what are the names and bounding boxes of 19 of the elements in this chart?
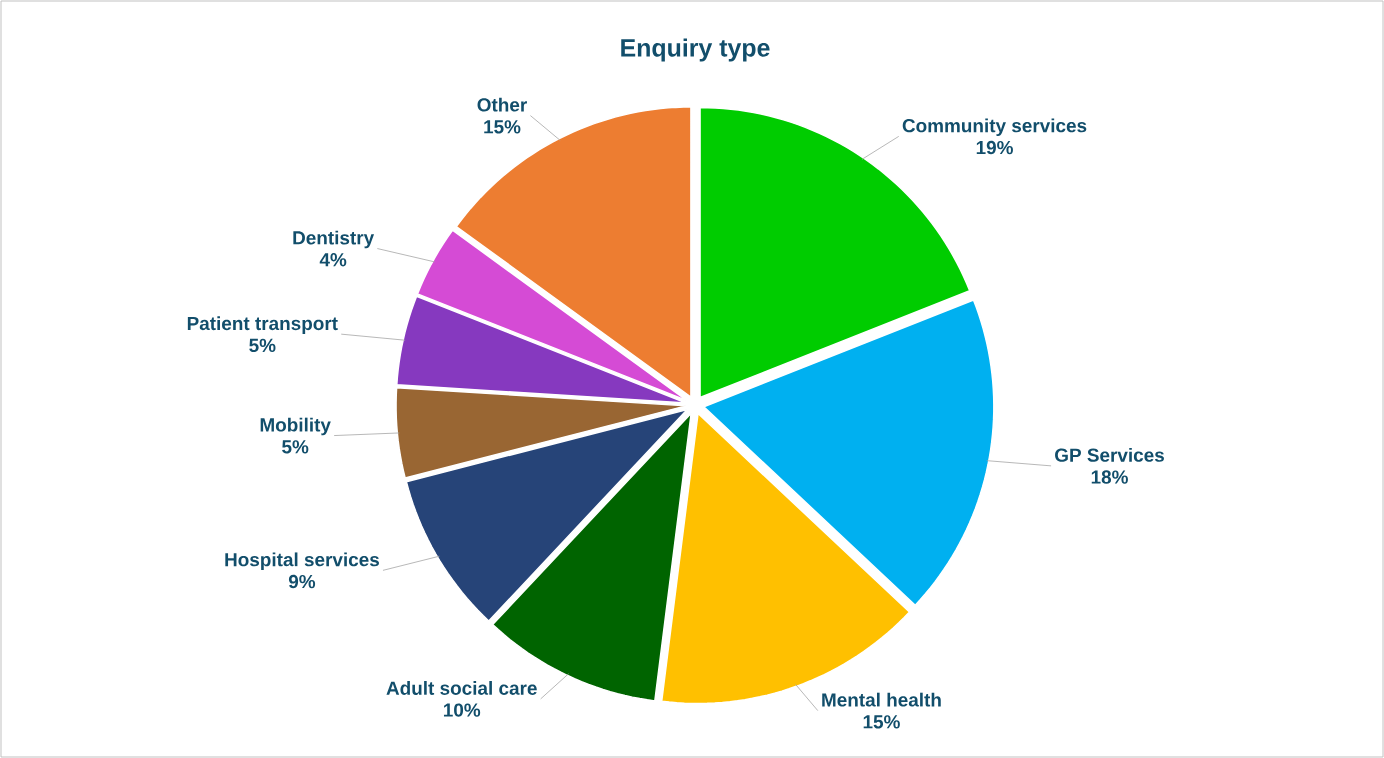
slice-label: Dentistry: [293, 230, 375, 249]
data-label: 5%: [282, 440, 309, 454]
data-label: 15%: [863, 715, 900, 729]
slice-label: Hospital services: [225, 552, 379, 571]
data-label: 4%: [319, 253, 347, 267]
slice-label: Other: [477, 97, 527, 112]
data-label: 19%: [976, 140, 1013, 155]
slice-label: GP Services: [1055, 447, 1164, 462]
slice-label: Community services: [902, 118, 1087, 137]
data-label: 9%: [288, 574, 316, 589]
slice-label: Mobility: [260, 417, 331, 436]
chart-title: Enquiry type: [621, 38, 770, 62]
data-label: 5%: [249, 338, 276, 353]
slice-label: Patient transport: [187, 316, 338, 334]
slice-label: Adult social care: [386, 680, 537, 695]
data-label: 18%: [1091, 470, 1128, 484]
slice-label: Mental health: [822, 692, 941, 707]
data-label: 10%: [443, 703, 481, 717]
data-label: 15%: [484, 120, 521, 134]
